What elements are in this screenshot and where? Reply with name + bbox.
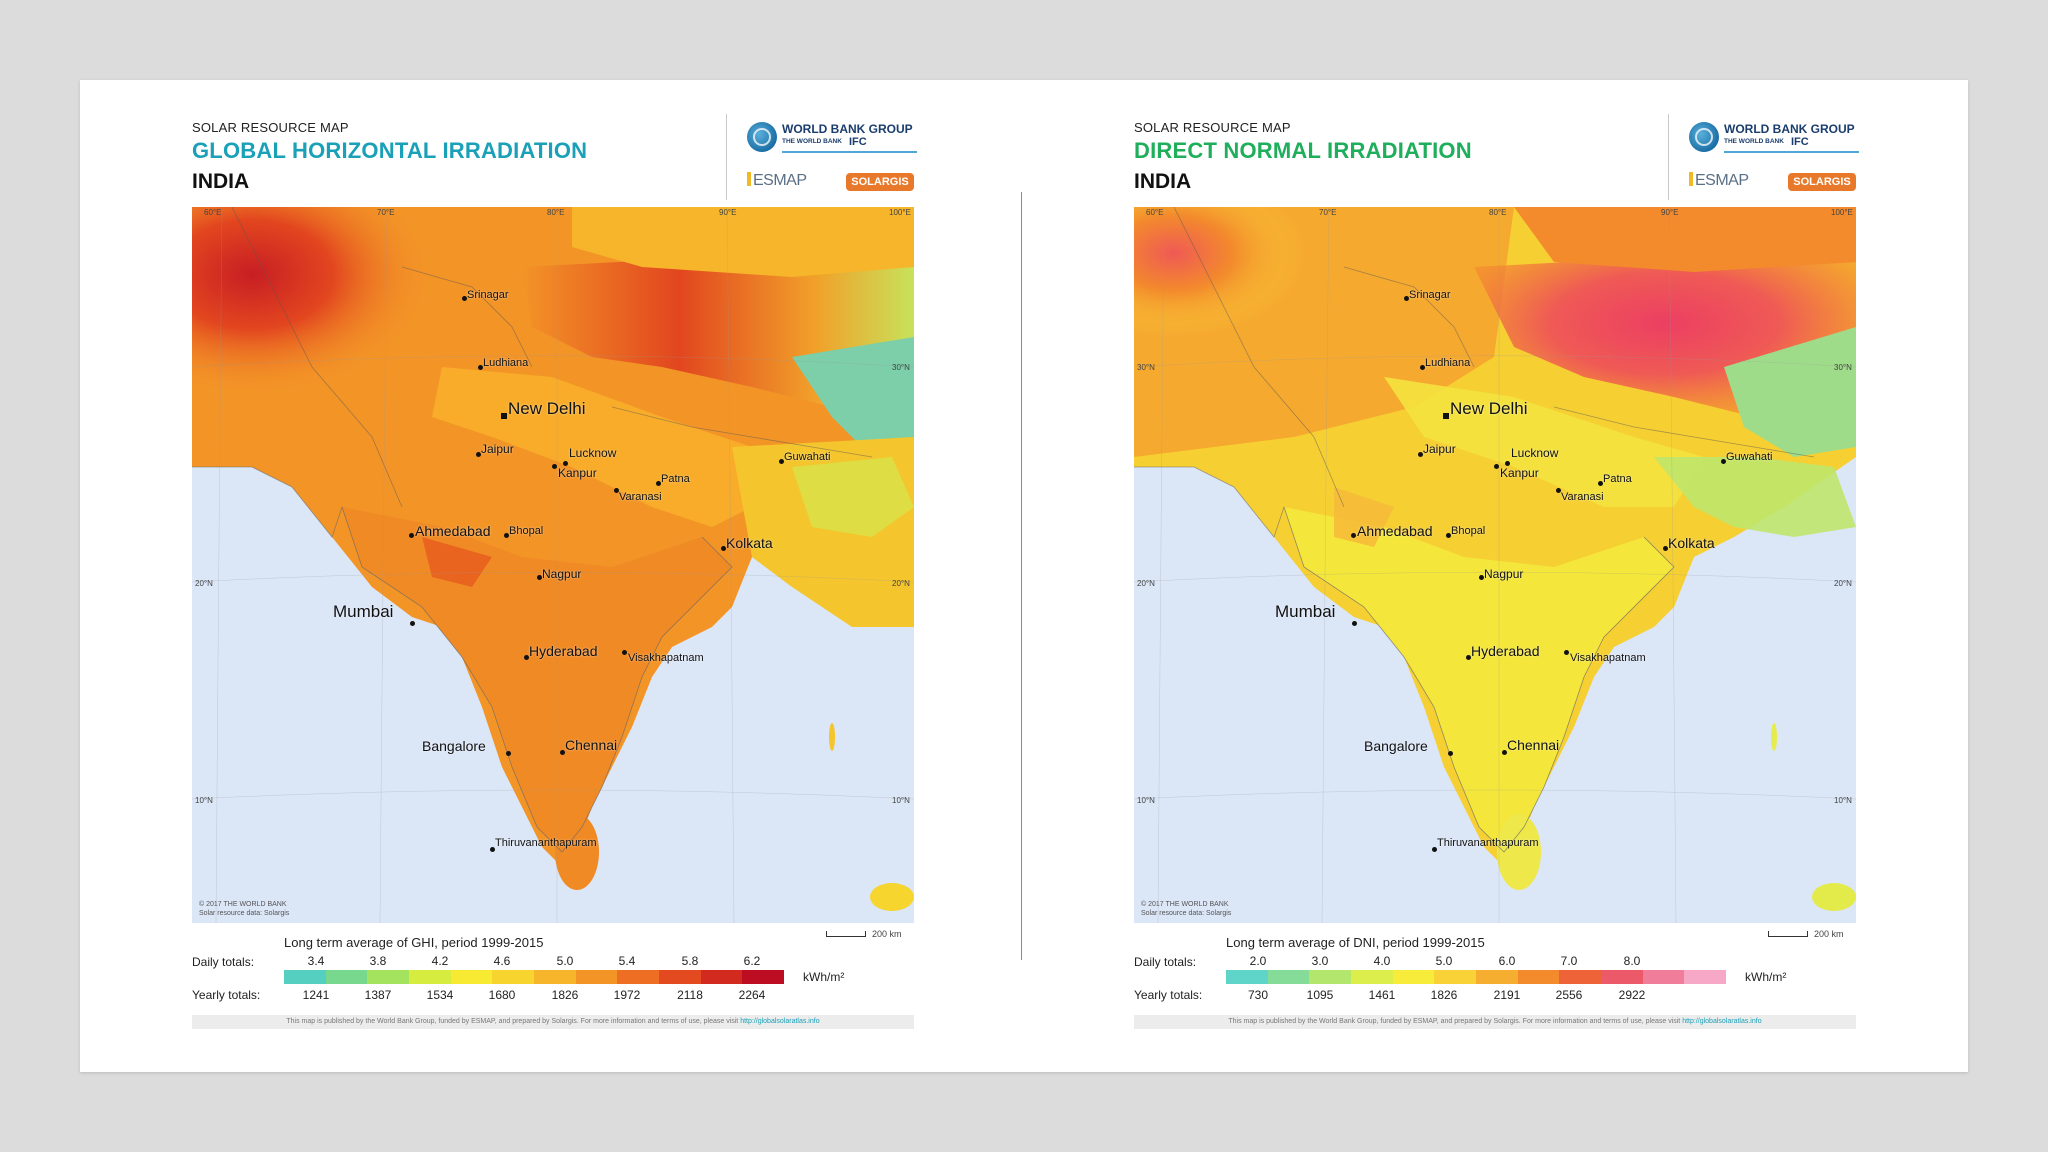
map-graphic	[192, 207, 914, 923]
panel-divider	[1021, 192, 1022, 960]
legend-swatch	[492, 970, 535, 984]
lat-label: 10°N	[892, 796, 910, 805]
legend-swatch	[1601, 970, 1643, 984]
legend-swatch	[450, 970, 493, 984]
logo-separator	[726, 114, 727, 200]
esmap-logo: ESMAP	[747, 172, 807, 190]
lon-label: 60°E	[1146, 208, 1164, 217]
solargis-logo: SOLARGIS	[846, 173, 914, 191]
lon-label: 80°E	[1489, 208, 1507, 217]
legend-swatch	[617, 970, 660, 984]
lon-label: 90°E	[719, 208, 737, 217]
lat-label: 20°N	[195, 579, 213, 588]
legend-swatch	[1559, 970, 1602, 984]
legend-daily-values: 3.4 3.8 4.2 4.6 5.0 5.4 5.8 6.2	[307, 954, 761, 968]
legend-swatch	[1351, 970, 1393, 984]
legend-swatch	[575, 970, 618, 984]
legend-daily-values: 2.0 3.0 4.0 5.0 6.0 7.0 8.0	[1249, 954, 1641, 968]
legend-swatch	[409, 970, 451, 984]
dni-panel: SOLAR RESOURCE MAP DIRECT NORMAL IRRADIA…	[1134, 80, 1859, 1072]
globe-icon	[747, 122, 777, 152]
legend-swatch	[534, 970, 576, 984]
esmap-logo: ESMAP	[1689, 172, 1749, 190]
scale-label: 200 km	[872, 929, 902, 939]
scale-bar	[826, 931, 866, 937]
lat-label: 20°N	[1834, 579, 1852, 588]
lat-label: 20°N	[1137, 579, 1155, 588]
legend-swatch	[325, 970, 368, 984]
legend-swatch	[1267, 970, 1310, 984]
legend-yearly-label: Yearly totals:	[1134, 988, 1203, 1002]
lon-label: 100°E	[889, 208, 911, 217]
legend-swatch	[367, 970, 410, 984]
legend-yearly-values: 730 1095 1461 1826 2191 2556 2922	[1247, 988, 1646, 1002]
legend-daily-label: Daily totals:	[192, 955, 255, 969]
map-sheet: SOLAR RESOURCE MAP GLOBAL HORIZONTAL IRR…	[80, 80, 1968, 1072]
legend-color-bar	[284, 970, 785, 984]
legend-swatch	[1309, 970, 1352, 984]
scale-bar	[1768, 931, 1808, 937]
logo-separator	[1668, 114, 1669, 200]
lon-label: 60°E	[204, 208, 222, 217]
legend-swatch	[1476, 970, 1518, 984]
dni-map[interactable]: 60°E 70°E 80°E 90°E 100°E 30°N 30°N 20°N…	[1134, 207, 1856, 923]
legend-unit: kWh/m²	[803, 970, 845, 984]
world-bank-logo: WORLD BANK GROUP THE WORLD BANK IFC	[747, 120, 917, 156]
lon-label: 100°E	[1831, 208, 1853, 217]
lat-label: 30°N	[1137, 363, 1155, 372]
legend-swatch	[1517, 970, 1560, 984]
legend-title: Long term average of DNI, period 1999-20…	[1226, 935, 1485, 950]
legend-swatch	[1226, 970, 1268, 984]
lat-label: 10°N	[195, 796, 213, 805]
atlas-link[interactable]: http://globalsolaratlas.info	[740, 1018, 820, 1025]
atlas-link[interactable]: http://globalsolaratlas.info	[1682, 1018, 1762, 1025]
panel-country: INDIA	[1134, 170, 1192, 193]
ghi-map[interactable]: 60°E 70°E 80°E 90°E 100°E 30°N 20°N 20°N…	[192, 207, 914, 923]
ghi-panel: SOLAR RESOURCE MAP GLOBAL HORIZONTAL IRR…	[192, 80, 917, 1072]
lat-label: 20°N	[892, 579, 910, 588]
panel-kicker: SOLAR RESOURCE MAP	[192, 120, 349, 135]
lat-label: 10°N	[1834, 796, 1852, 805]
legend-yearly-label: Yearly totals:	[192, 988, 261, 1002]
legend-unit: kWh/m²	[1745, 970, 1787, 984]
legend-color-bar	[1226, 970, 1727, 984]
legend-title: Long term average of GHI, period 1999-20…	[284, 935, 544, 950]
panel-title: GLOBAL HORIZONTAL IRRADIATION	[192, 138, 588, 163]
scale-label: 200 km	[1814, 929, 1844, 939]
map-credit: © 2017 THE WORLD BANK Solar resource dat…	[1141, 901, 1232, 917]
lat-label: 10°N	[1137, 796, 1155, 805]
legend-swatch	[284, 970, 326, 984]
legend-yearly-values: 1241 1387 1534 1680 1826 1972 2118 2264	[302, 988, 766, 1002]
globe-icon	[1689, 122, 1719, 152]
legend-swatch	[1392, 970, 1435, 984]
world-bank-logo: WORLD BANK GROUP THE WORLD BANK IFC	[1689, 120, 1859, 156]
solargis-logo: SOLARGIS	[1788, 173, 1856, 191]
panel-title: DIRECT NORMAL IRRADIATION	[1134, 138, 1472, 163]
legend-daily-label: Daily totals:	[1134, 955, 1197, 969]
legend-swatch	[1434, 970, 1477, 984]
legend-swatch	[1642, 970, 1685, 984]
legend-swatch	[1684, 970, 1727, 984]
lat-label: 30°N	[1834, 363, 1852, 372]
panel-country: INDIA	[192, 170, 250, 193]
map-footer: This map is published by the World Bank …	[1134, 1015, 1856, 1029]
lon-label: 70°E	[377, 208, 395, 217]
map-credit: © 2017 THE WORLD BANK Solar resource dat…	[199, 901, 290, 917]
legend-swatch	[659, 970, 701, 984]
lat-label: 30°N	[892, 363, 910, 372]
panel-kicker: SOLAR RESOURCE MAP	[1134, 120, 1291, 135]
map-graphic	[1134, 207, 1856, 923]
map-footer: This map is published by the World Bank …	[192, 1015, 914, 1029]
legend-swatch	[700, 970, 743, 984]
lon-label: 80°E	[547, 208, 565, 217]
lon-label: 90°E	[1661, 208, 1679, 217]
legend-swatch	[742, 970, 785, 984]
lon-label: 70°E	[1319, 208, 1337, 217]
